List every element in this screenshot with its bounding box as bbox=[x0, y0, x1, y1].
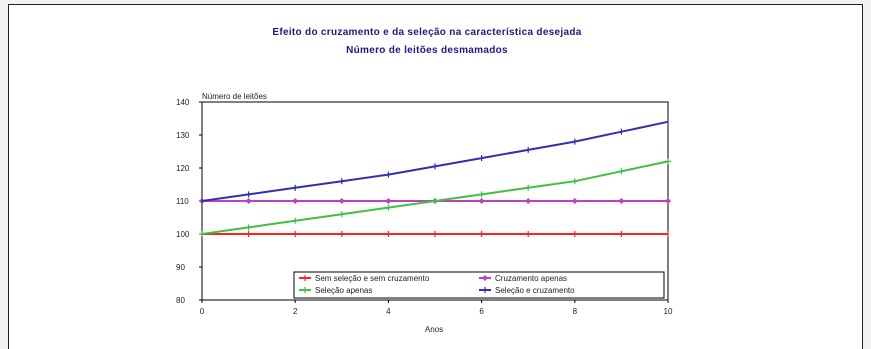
legend-label: Seleção apenas bbox=[315, 286, 372, 295]
data-point bbox=[478, 198, 485, 204]
legend-label: Cruzamento apenas bbox=[495, 274, 567, 283]
data-point bbox=[525, 184, 532, 191]
series-1 bbox=[201, 231, 669, 237]
y-tick-label: 120 bbox=[176, 164, 190, 173]
data-point bbox=[665, 158, 671, 165]
x-tick-label: 2 bbox=[293, 307, 298, 316]
line-chart: Efeito do cruzamento e da seleção na car… bbox=[176, 27, 673, 334]
series-4 bbox=[201, 118, 669, 204]
chart-frame: Efeito do cruzamento e da seleção na car… bbox=[8, 4, 863, 349]
data-point bbox=[338, 198, 345, 204]
legend-label: Sem seleção e sem cruzamento bbox=[315, 274, 430, 283]
y-tick-label: 140 bbox=[176, 98, 190, 107]
legend-entry: Cruzamento apenas bbox=[479, 274, 567, 283]
x-tick-label: 6 bbox=[479, 307, 484, 316]
x-tick-label: 10 bbox=[664, 307, 673, 316]
data-point bbox=[571, 198, 578, 204]
chart-title: Efeito do cruzamento e da seleção na car… bbox=[272, 27, 581, 38]
legend-entry: Sem seleção e sem cruzamento bbox=[299, 274, 430, 283]
data-point bbox=[618, 198, 625, 204]
x-tick-label: 8 bbox=[573, 307, 578, 316]
data-point bbox=[245, 198, 252, 204]
y-axis-label: Número de leitões bbox=[202, 92, 267, 101]
data-point bbox=[292, 198, 299, 204]
legend-box bbox=[293, 271, 665, 299]
y-tick-label: 80 bbox=[176, 296, 185, 305]
series-3 bbox=[199, 158, 671, 237]
y-tick-label: 130 bbox=[176, 131, 190, 140]
y-tick-label: 110 bbox=[176, 197, 189, 206]
data-point bbox=[292, 217, 299, 224]
data-point bbox=[432, 198, 438, 204]
chart-subtitle: Número de leitões desmamados bbox=[346, 45, 508, 56]
y-tick-label: 90 bbox=[176, 263, 185, 272]
legend-marker bbox=[482, 275, 488, 281]
legend-entry: Seleção apenas bbox=[299, 286, 372, 295]
legend: Sem seleção e sem cruzamento Cruzamento a… bbox=[293, 271, 665, 299]
x-tick-label: 4 bbox=[386, 307, 391, 316]
data-point bbox=[385, 204, 392, 211]
data-point bbox=[338, 211, 345, 218]
data-point bbox=[245, 224, 252, 231]
data-point bbox=[571, 178, 578, 185]
series-line bbox=[201, 120, 669, 202]
series-line bbox=[201, 160, 669, 235]
x-axis-label: Anos bbox=[425, 325, 443, 334]
data-point bbox=[385, 198, 392, 204]
data-point bbox=[618, 168, 625, 175]
legend-label: Seleção e cruzamento bbox=[495, 286, 575, 295]
data-point bbox=[478, 191, 485, 198]
data-point bbox=[199, 231, 205, 237]
legend-entry: Seleção e cruzamento bbox=[479, 286, 575, 295]
legend-marker bbox=[302, 287, 308, 293]
data-point bbox=[665, 198, 671, 204]
data-point bbox=[525, 198, 532, 204]
y-tick-label: 100 bbox=[176, 230, 190, 239]
x-tick-label: 0 bbox=[200, 307, 205, 316]
